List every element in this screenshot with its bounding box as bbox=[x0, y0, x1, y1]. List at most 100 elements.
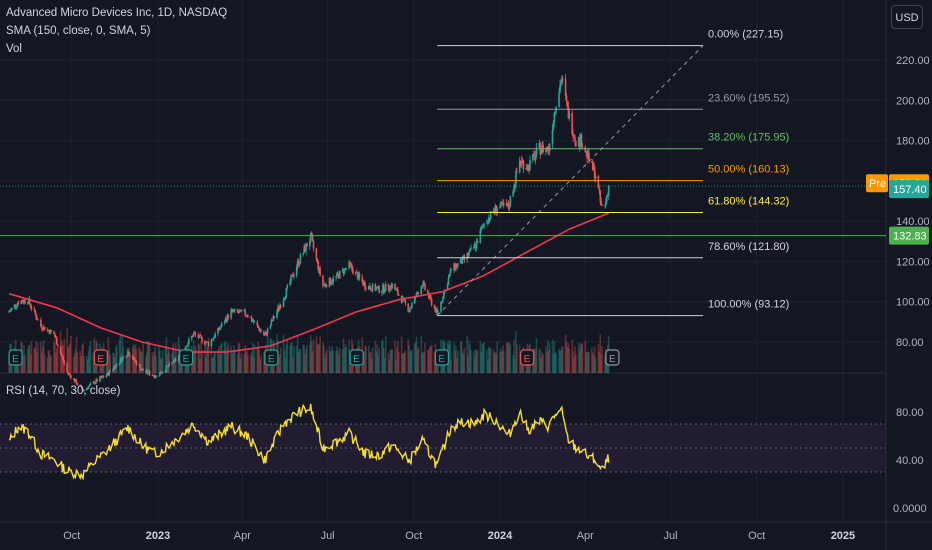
volume-bar bbox=[430, 344, 433, 373]
volume-bar bbox=[492, 349, 495, 373]
volume-bar bbox=[252, 356, 255, 373]
volume-bar bbox=[323, 357, 326, 373]
currency-button[interactable]: USD bbox=[891, 5, 923, 29]
volume-bar bbox=[551, 339, 554, 373]
volume-bar bbox=[594, 358, 597, 373]
candle-body bbox=[43, 326, 46, 331]
volume-bar bbox=[323, 345, 325, 373]
candle-body bbox=[232, 309, 234, 312]
candle-body bbox=[61, 355, 64, 358]
candle-body bbox=[193, 333, 196, 334]
candle-body bbox=[545, 147, 547, 153]
volume-bar bbox=[516, 343, 518, 373]
candle-body bbox=[352, 269, 354, 274]
candle-body bbox=[49, 329, 52, 334]
candle-body bbox=[46, 329, 49, 331]
candle-body bbox=[212, 337, 215, 340]
candle-body bbox=[579, 134, 582, 147]
candle-body bbox=[581, 146, 584, 148]
candle-body bbox=[572, 133, 574, 137]
candle-body bbox=[428, 295, 431, 298]
volume-bar bbox=[145, 352, 148, 373]
candle-body bbox=[343, 268, 346, 274]
candle-body bbox=[423, 282, 425, 284]
volume-bar bbox=[389, 349, 392, 373]
candle-body bbox=[42, 326, 45, 330]
volume-bar bbox=[402, 353, 405, 373]
candle-body bbox=[505, 203, 508, 207]
candle-body bbox=[238, 311, 241, 313]
candle-body bbox=[219, 328, 221, 330]
candle-body bbox=[501, 201, 503, 204]
volume-bar bbox=[290, 342, 292, 373]
candle-body bbox=[401, 297, 404, 303]
candle-body bbox=[115, 364, 118, 366]
candle-body bbox=[506, 203, 509, 207]
volume-bar bbox=[312, 339, 315, 373]
candle-body bbox=[85, 388, 88, 390]
volume-bar bbox=[148, 342, 151, 373]
candle-body bbox=[469, 249, 471, 252]
candle-body bbox=[47, 329, 50, 331]
volume-bar bbox=[335, 350, 337, 373]
volume-bar bbox=[251, 342, 254, 373]
candle-body bbox=[420, 286, 423, 295]
volume-bar bbox=[200, 341, 202, 373]
candle-body bbox=[171, 362, 173, 364]
candle-body bbox=[351, 265, 353, 270]
candle-body bbox=[538, 142, 541, 148]
volume-bar bbox=[298, 348, 301, 373]
volume-bar bbox=[377, 355, 379, 373]
candle-body bbox=[66, 364, 68, 373]
candle-body bbox=[79, 384, 82, 386]
rsi-band bbox=[0, 424, 886, 472]
candle-body bbox=[310, 232, 313, 237]
candle-body bbox=[566, 101, 569, 107]
volume-bar bbox=[579, 343, 582, 373]
volume-bar bbox=[30, 340, 33, 373]
volume-bar bbox=[72, 356, 75, 373]
volume-bar bbox=[54, 339, 56, 373]
candle-body bbox=[335, 276, 337, 278]
candle-body bbox=[296, 261, 299, 268]
candle-body bbox=[188, 338, 190, 344]
candle-body bbox=[508, 206, 511, 209]
volume-bar bbox=[311, 351, 314, 373]
volume-bar bbox=[395, 360, 397, 373]
candle-body bbox=[375, 288, 378, 291]
volume-bar bbox=[508, 344, 511, 373]
price-axis-label: 120.00 bbox=[896, 256, 930, 268]
candle-body bbox=[453, 263, 455, 271]
volume-bar bbox=[219, 344, 222, 373]
fib-level-label: 100.00% (93.12) bbox=[708, 299, 789, 311]
candle-body bbox=[450, 269, 453, 271]
candle-body bbox=[119, 358, 122, 363]
volume-bar bbox=[410, 350, 412, 373]
candle-body bbox=[33, 308, 36, 310]
candle-body bbox=[552, 122, 555, 130]
volume-bar bbox=[279, 347, 282, 373]
volume-bar bbox=[127, 347, 129, 373]
volume-bar bbox=[394, 340, 396, 373]
candle-body bbox=[592, 166, 595, 170]
candle-body bbox=[371, 284, 374, 292]
candle-body bbox=[234, 309, 236, 311]
candle-body bbox=[421, 286, 424, 288]
candle-body bbox=[89, 383, 92, 385]
volume-bar bbox=[318, 343, 320, 373]
volume-bar bbox=[375, 351, 378, 373]
volume-bar bbox=[26, 349, 29, 373]
candle-body bbox=[155, 375, 157, 377]
candle-body bbox=[129, 355, 131, 357]
volume-bar bbox=[567, 343, 570, 373]
candle-body bbox=[496, 208, 498, 213]
candle-body bbox=[264, 334, 266, 336]
candle-body bbox=[191, 335, 194, 337]
volume-bar bbox=[552, 353, 555, 373]
volume-bar bbox=[546, 340, 549, 373]
candle-body bbox=[411, 303, 413, 308]
volume-bar bbox=[161, 350, 164, 373]
candle-body bbox=[387, 284, 390, 290]
candle-body bbox=[26, 302, 29, 304]
